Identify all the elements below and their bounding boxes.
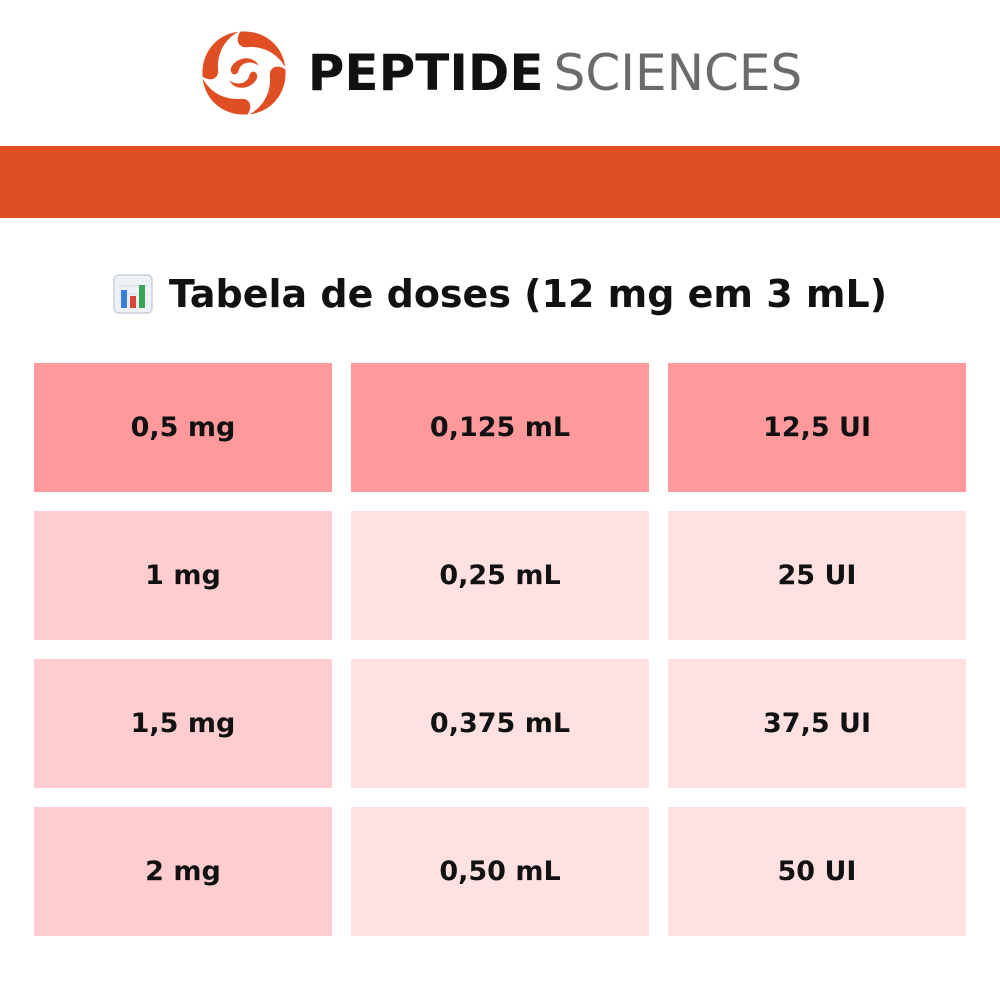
brand-wordmark: PEPTIDE SCIENCES [308,48,802,98]
swirl-logo-icon [202,31,286,115]
dose-table: 0,5 mg 0,125 mL 12,5 UI 1 mg 0,25 mL 25 UI 1,5… [34,363,966,936]
page-title: Tabela de doses (12 mg em 3 mL) [168,272,888,316]
table-cell: 25 UI [668,511,966,640]
table-cell: 2 mg [34,807,332,936]
table-cell: 1 mg [34,511,332,640]
table-cell: 0,5 mg [34,363,332,492]
table-cell: 0,25 mL [351,511,649,640]
bar-chart-icon [113,274,153,314]
accent-band [0,146,1000,218]
table-cell: 1,5 mg [34,659,332,788]
table-cell: 37,5 UI [668,659,966,788]
brand-logo: PEPTIDE SCIENCES [198,27,802,119]
table-cell: 0,50 mL [351,807,649,936]
brand-name-light: SCIENCES [553,44,803,102]
table-cell: 12,5 UI [668,363,966,492]
table-cell: 0,375 mL [351,659,649,788]
brand-name-bold: PEPTIDE [307,44,544,102]
header: PEPTIDE SCIENCES [0,0,1000,146]
table-cell: 0,125 mL [351,363,649,492]
table-cell: 50 UI [668,807,966,936]
title-row: Tabela de doses (12 mg em 3 mL) [0,258,1000,330]
